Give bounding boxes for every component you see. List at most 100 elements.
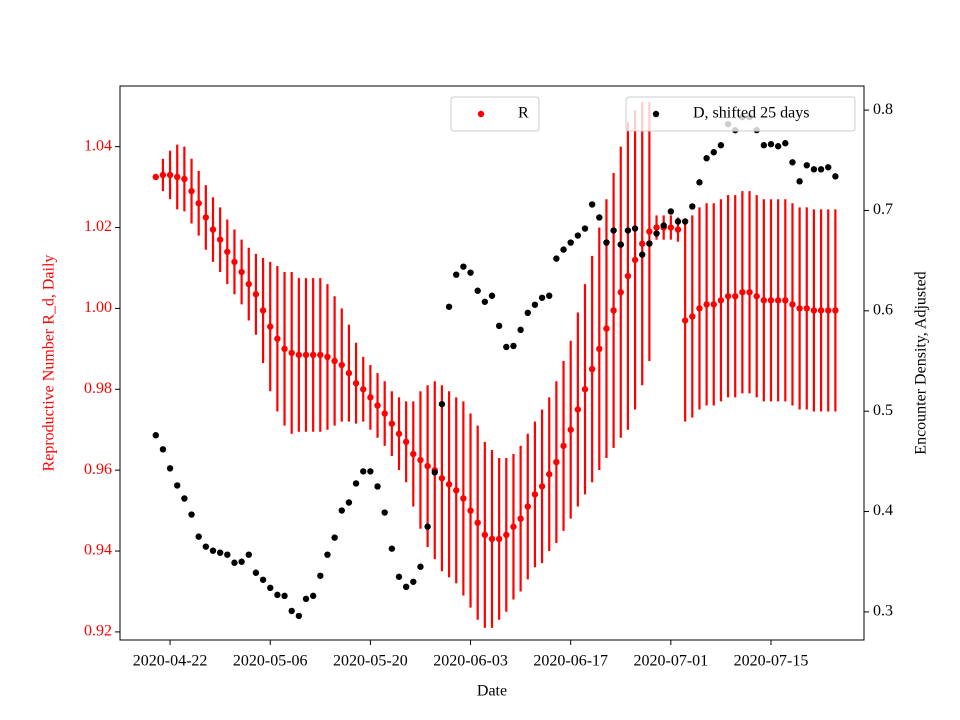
- data-point: [803, 162, 810, 169]
- data-point: [267, 323, 274, 330]
- x-tick-label: 2020-04-22: [133, 653, 208, 670]
- data-point: [238, 268, 245, 276]
- data-point: [288, 349, 295, 357]
- y2-tick-label: 0.5: [873, 402, 893, 419]
- data-point: [524, 309, 531, 317]
- data-point: [224, 551, 231, 558]
- legend: R: [450, 96, 540, 132]
- data-point: [710, 149, 717, 156]
- data-point: [760, 297, 768, 304]
- data-point: [782, 140, 789, 147]
- data-point: [252, 569, 260, 576]
- data-point: [417, 563, 424, 570]
- data-point: [402, 438, 410, 446]
- data-point: [546, 292, 553, 299]
- data-point: [374, 402, 381, 409]
- data-point: [689, 203, 696, 210]
- data-point: [388, 545, 396, 552]
- data-point: [295, 612, 303, 620]
- data-point: [317, 572, 324, 579]
- data-point: [610, 227, 617, 234]
- data-point: [202, 543, 210, 550]
- data-point: [581, 386, 589, 393]
- data-point: [274, 335, 281, 342]
- data-point: [352, 380, 360, 387]
- data-point: [767, 297, 775, 304]
- plot-frame: [119, 85, 865, 641]
- data-point: [646, 240, 653, 247]
- data-point: [796, 305, 803, 312]
- x-tick-label: 2020-05-06: [233, 653, 308, 670]
- data-point: [832, 307, 839, 314]
- data-point: [639, 240, 646, 247]
- data-point: [309, 351, 317, 359]
- data-point: [631, 225, 639, 232]
- data-point: [774, 143, 782, 150]
- data-point: [445, 481, 453, 488]
- y2-tick-label: 0.8: [873, 101, 893, 118]
- data-point: [195, 533, 202, 540]
- data-point: [546, 471, 553, 478]
- data-point: [231, 559, 238, 566]
- data-point: [188, 511, 195, 518]
- data-point: [474, 519, 481, 526]
- data-point: [782, 297, 789, 304]
- data-point: [796, 178, 803, 185]
- data-point: [653, 230, 660, 237]
- data-point: [467, 507, 474, 514]
- data-point: [252, 291, 260, 298]
- data-point: [681, 218, 689, 225]
- data-point: [288, 607, 295, 615]
- data-point: [259, 576, 267, 583]
- y-tick-label: 0.96: [84, 461, 112, 478]
- data-point: [209, 547, 217, 554]
- data-point: [274, 591, 281, 599]
- data-point: [531, 491, 539, 498]
- data-point: [746, 289, 753, 296]
- data-point: [617, 289, 624, 296]
- data-point: [825, 307, 832, 314]
- data-point: [560, 246, 567, 253]
- data-point: [567, 239, 574, 246]
- data-point: [481, 298, 489, 305]
- data-point: [588, 201, 596, 208]
- data-point: [667, 224, 675, 231]
- data-point: [188, 187, 195, 195]
- data-point: [395, 573, 403, 580]
- data-point: [517, 515, 524, 522]
- data-point: [646, 228, 653, 235]
- data-point: [174, 173, 181, 181]
- data-point: [710, 301, 717, 308]
- data-point: [789, 301, 796, 308]
- data-point: [674, 226, 682, 233]
- legend: D, shifted 25 days: [625, 96, 856, 132]
- data-point: [610, 307, 617, 314]
- data-point: [245, 280, 252, 288]
- data-point: [374, 483, 381, 490]
- data-point: [209, 226, 217, 233]
- data-point: [402, 583, 410, 591]
- data-point: [488, 292, 496, 299]
- y2-tick-label: 0.3: [873, 603, 893, 620]
- data-point: [803, 305, 810, 312]
- data-point: [395, 430, 403, 437]
- data-point: [331, 534, 338, 541]
- data-point: [488, 535, 496, 543]
- y-axis-label: Reproductive Number R_d, Daily: [41, 255, 58, 472]
- data-point: [152, 432, 159, 439]
- data-point: [732, 293, 739, 300]
- data-point: [703, 301, 710, 308]
- data-point: [424, 523, 431, 530]
- data-point: [460, 495, 467, 502]
- data-point: [324, 551, 331, 558]
- data-point: [281, 592, 288, 600]
- data-point: [438, 475, 446, 482]
- data-point: [309, 592, 317, 600]
- x-tick-label: 2020-06-03: [433, 653, 508, 670]
- data-point: [474, 287, 481, 294]
- data-point: [317, 351, 324, 359]
- data-point: [410, 450, 417, 458]
- x-tick-label: 2020-05-20: [333, 653, 408, 670]
- data-point: [717, 142, 725, 149]
- data-point: [195, 200, 202, 207]
